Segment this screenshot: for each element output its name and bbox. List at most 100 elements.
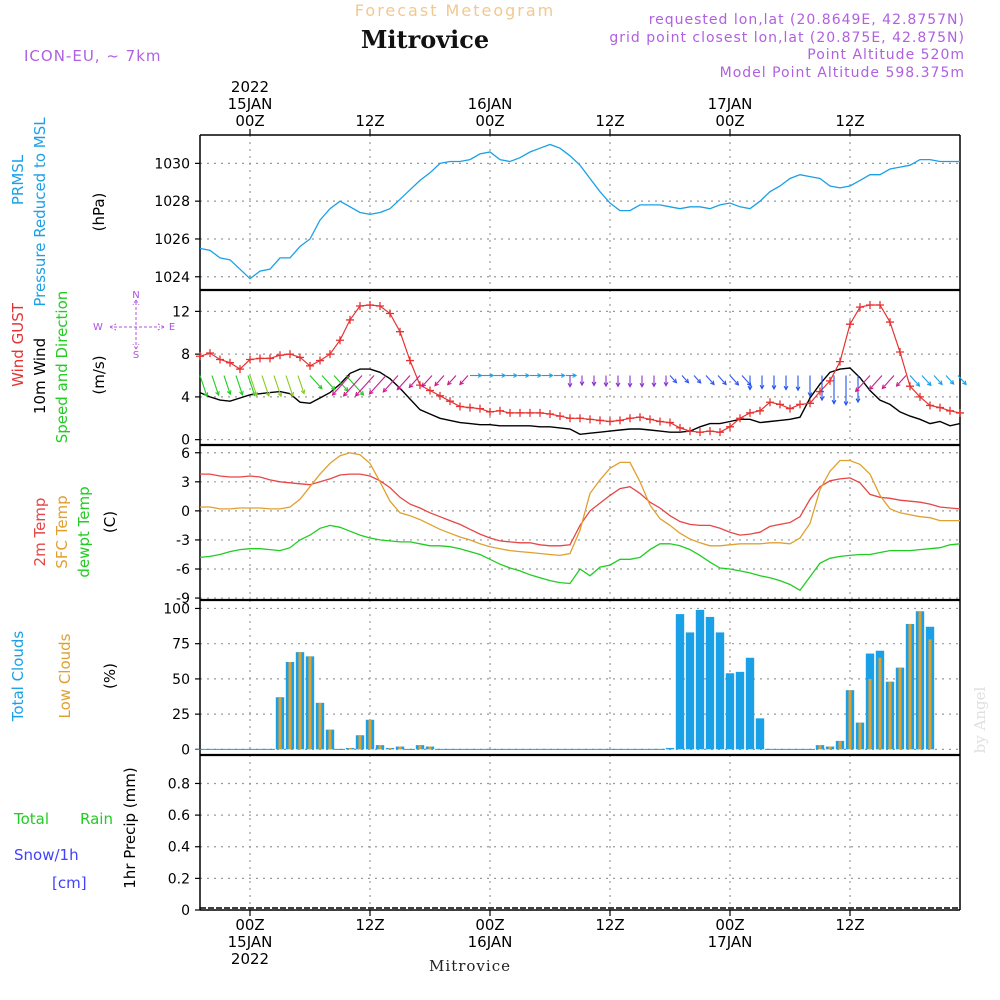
gust-marker [536,408,544,417]
top-time-label: 16JAN [468,95,513,113]
cloud-units: (%) [101,663,119,689]
bottom-time-label: 00Z [715,916,744,934]
wind-arrowhead [722,380,727,386]
wind-arrowhead [949,380,955,385]
gust-marker [706,427,714,436]
gust-marker [846,320,854,329]
total-cloud-bar [755,718,765,750]
grid-point-coords: grid point closest lon,lat (20.875E, 42.… [609,30,965,46]
wind-arrowhead [783,385,789,391]
gust-marker [876,300,884,309]
wind-arrowhead [289,391,295,398]
wind-arrowhead [881,384,887,390]
compass-south: S [133,350,139,361]
wind-arrowhead [915,382,921,387]
low-cloud-bar [838,740,842,750]
wind-arrowhead [579,381,585,387]
wind-arrowhead [277,392,283,398]
wind-arrowhead [868,385,874,391]
wind-direction-arrow [945,375,955,385]
gust-marker [566,414,574,423]
bottom-time-label: 12Z [595,916,624,934]
y-tick-label: 8 [181,347,190,363]
low-cloud-bar [398,746,402,750]
gust-marker [426,386,434,395]
wind-arrowhead [434,381,439,387]
pressure-label: PRMSL [9,154,27,205]
wind-arrowhead [710,380,715,386]
wind-arrowhead [382,387,388,393]
wind-arrowhead [795,386,801,392]
total-clouds-label: Total Clouds [9,631,27,723]
gust-marker [286,350,294,359]
wind-arrowhead [938,380,943,386]
total-cloud-bar [735,671,745,750]
y-tick-label: 0.2 [168,871,190,887]
gust-marker [206,349,214,358]
wind-arrowhead [253,391,258,397]
bottom-time-label: 15JAN [228,933,273,951]
gust-marker [746,408,754,417]
wind-arrowhead [477,373,483,378]
top-time-label: 15JAN [228,95,273,113]
wind-arrowhead [747,385,753,391]
wind-direction-arrow [343,375,363,397]
wind-direction-arrow [235,375,243,395]
gust-marker [466,403,474,412]
low-cloud-bar [878,657,882,750]
gust-marker [606,417,614,426]
low-cloud-bar [388,747,392,750]
wind-arrowhead [251,391,256,397]
gust-marker [376,302,384,311]
gust-marker [336,336,344,345]
wind-arrowhead [639,382,645,388]
gust-marker [856,303,864,312]
wind-arrowhead [962,380,967,386]
wind-direction-arrow [369,375,387,395]
y-tick-label: 1028 [154,194,190,210]
wind-arrowhead [696,378,702,384]
gust-marker [216,355,224,364]
wind-arrowhead [459,380,464,386]
wind-arrowhead [226,390,232,396]
wind-arrowhead [603,382,609,388]
rain-label: Rain [80,810,113,828]
wind-direction-arrow [396,375,411,390]
wind-arrowhead [408,383,414,389]
gust-marker [916,392,924,401]
gust-marker [246,355,254,364]
bottom-time-label: 00Z [475,916,504,934]
model-label: ICON-EU, ~ 7km [24,47,162,65]
low-cloud-bar [318,702,322,750]
y-tick-label: -3 [176,533,190,549]
pressure-label: Pressure Reduced to MSL [31,117,49,307]
wind-arrowhead [831,399,837,405]
gust-marker [736,414,744,423]
gust-marker [386,309,394,318]
wind-arrowhead [525,373,531,378]
total-cloud-bar [685,632,695,750]
wind-arrowhead [895,382,901,387]
wind-direction-arrow [855,375,871,392]
y-tick-label: 0 [181,504,190,520]
gust-marker [226,358,234,367]
wind-direction-arrow [909,375,920,387]
wind-direction-arrow [247,375,256,396]
gust-marker [636,413,644,422]
sfc-temp-line [200,452,960,557]
panel-labels: PRMSL Pressure Reduced to MSL (hPa) Wind GU… [9,117,175,892]
wind-direction-arrow [717,375,727,385]
low-cloud-bar [288,662,292,750]
y-tick-label: 12 [172,304,190,320]
wind-direction-arrow [741,375,752,386]
wind-arrowhead [359,390,365,396]
y-tick-label: -6 [176,562,190,578]
wind-direction-arrow [408,375,421,388]
total-cloud-bar [665,747,675,750]
low-cloud-bar [298,652,302,750]
wind-arrowhead [537,373,543,378]
low-cloud-bar [828,746,832,750]
point-altitude: Point Altitude 520m [807,47,965,63]
wind-direction-arrow [297,375,305,394]
